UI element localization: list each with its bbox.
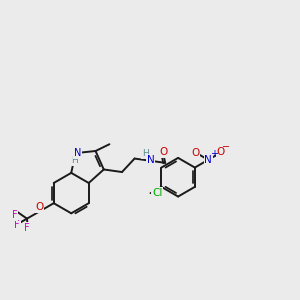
Text: F: F [14, 220, 20, 230]
Text: H: H [71, 156, 78, 165]
Text: O: O [160, 148, 168, 158]
Text: −: − [221, 142, 230, 152]
Text: +: + [210, 149, 218, 160]
Text: Cl: Cl [152, 188, 162, 198]
Text: H: H [142, 149, 149, 158]
Text: O: O [35, 202, 43, 212]
Text: N: N [74, 148, 81, 158]
Text: F: F [24, 223, 29, 233]
Text: N: N [147, 155, 154, 165]
Text: O: O [191, 148, 199, 158]
Text: O: O [216, 147, 225, 157]
Text: F: F [12, 210, 18, 220]
Text: N: N [204, 155, 212, 165]
